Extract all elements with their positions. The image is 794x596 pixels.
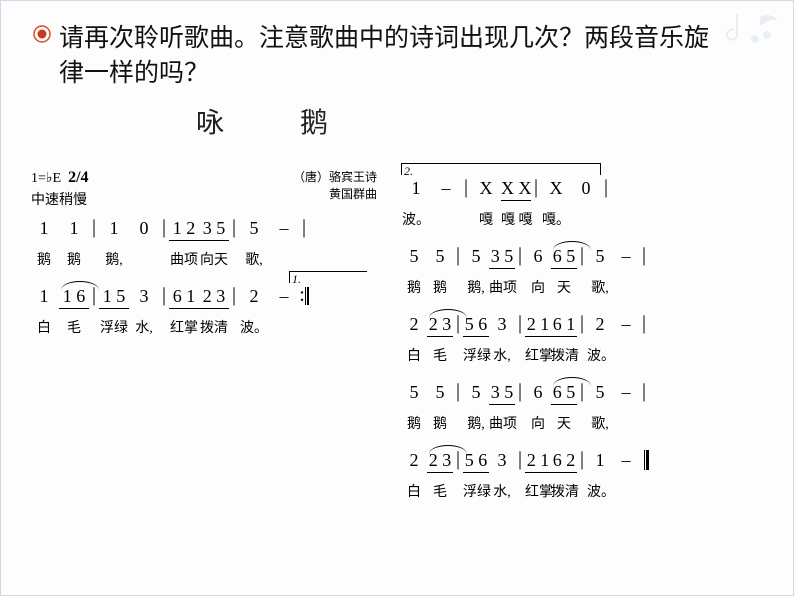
- second-ending-marker: 2.: [401, 163, 601, 175]
- notes-row: 11 6|1 53|6 12 3|2–:: [29, 285, 381, 311]
- song-title: 咏 鹅: [196, 101, 352, 141]
- left-score-block: 11|10|1 23 5|5–| 鹅鹅鹅,曲项向天歌, 1. 11 6|1 53…: [29, 217, 381, 353]
- score-line: 55|53 5|66 5|5–| 鹅鹅鹅,曲项向天歌,: [401, 245, 769, 297]
- lyrics-row: 白毛浮绿水,红掌拨清波。: [401, 481, 769, 501]
- notes-row: 1–|XX X|X0|: [401, 177, 769, 203]
- lyrics-row: 波。嘎嘎 嘎嘎。: [401, 209, 769, 229]
- first-ending-marker: 1.: [289, 271, 367, 283]
- lyrics-row: 白毛浮绿水,红掌拨清波。: [401, 345, 769, 365]
- composer-credit: 黄国群曲: [329, 187, 377, 201]
- notes-row: 22 3|5 63|2 16 2|1–: [401, 449, 769, 475]
- score-line: 22 3|5 63|2 16 2|1– 白毛浮绿水,红掌拨清波。: [401, 449, 769, 501]
- score-line: 11|10|1 23 5|5–| 鹅鹅鹅,曲项向天歌,: [29, 217, 381, 269]
- bullet-icon: [33, 25, 51, 43]
- tempo-marking: 中速稍慢: [31, 193, 87, 208]
- lyrics-row: 鹅鹅鹅,曲项向天歌,: [401, 413, 769, 433]
- notes-row: 11|10|1 23 5|5–|: [29, 217, 381, 243]
- score-meta-right: （唐）骆宾王诗 黄国群曲: [293, 169, 377, 203]
- lyrics-row: 鹅鹅鹅,曲项向天歌,: [401, 277, 769, 297]
- question-text: 请再次聆听歌曲。注意歌曲中的诗词出现几次？两段音乐旋律一样的吗？: [59, 21, 713, 91]
- score-line: 55|53 5|66 5|5–| 鹅鹅鹅,曲项向天歌,: [401, 381, 769, 433]
- score-line: 22 3|5 63|2 16 1|2–| 白毛浮绿水,红掌拨清波。: [401, 313, 769, 365]
- score-line: 1. 11 6|1 53|6 12 3|2–: 白毛浮绿水,红掌拨清波。: [29, 285, 381, 337]
- time-signature: 2/4: [68, 169, 88, 186]
- poet-credit: （唐）骆宾王诗: [293, 170, 377, 184]
- right-score-block: 2. 1–|XX X|X0| 波。嘎嘎 嘎嘎。 55|53 5|66 5|5–|…: [401, 177, 769, 517]
- notes-row: 55|53 5|66 5|5–|: [401, 245, 769, 271]
- score-meta-left: 1=♭E 2/4 中速稍慢: [31, 166, 89, 211]
- music-decoration-icon: [725, 9, 785, 49]
- score-line: 2. 1–|XX X|X0| 波。嘎嘎 嘎嘎。: [401, 177, 769, 229]
- lyrics-row: 白毛浮绿水,红掌拨清波。: [29, 317, 381, 337]
- notes-row: 22 3|5 63|2 16 1|2–|: [401, 313, 769, 339]
- lyrics-row: 鹅鹅鹅,曲项向天歌,: [29, 249, 381, 269]
- key-signature: 1=♭E: [31, 171, 61, 186]
- notes-row: 55|53 5|66 5|5–|: [401, 381, 769, 407]
